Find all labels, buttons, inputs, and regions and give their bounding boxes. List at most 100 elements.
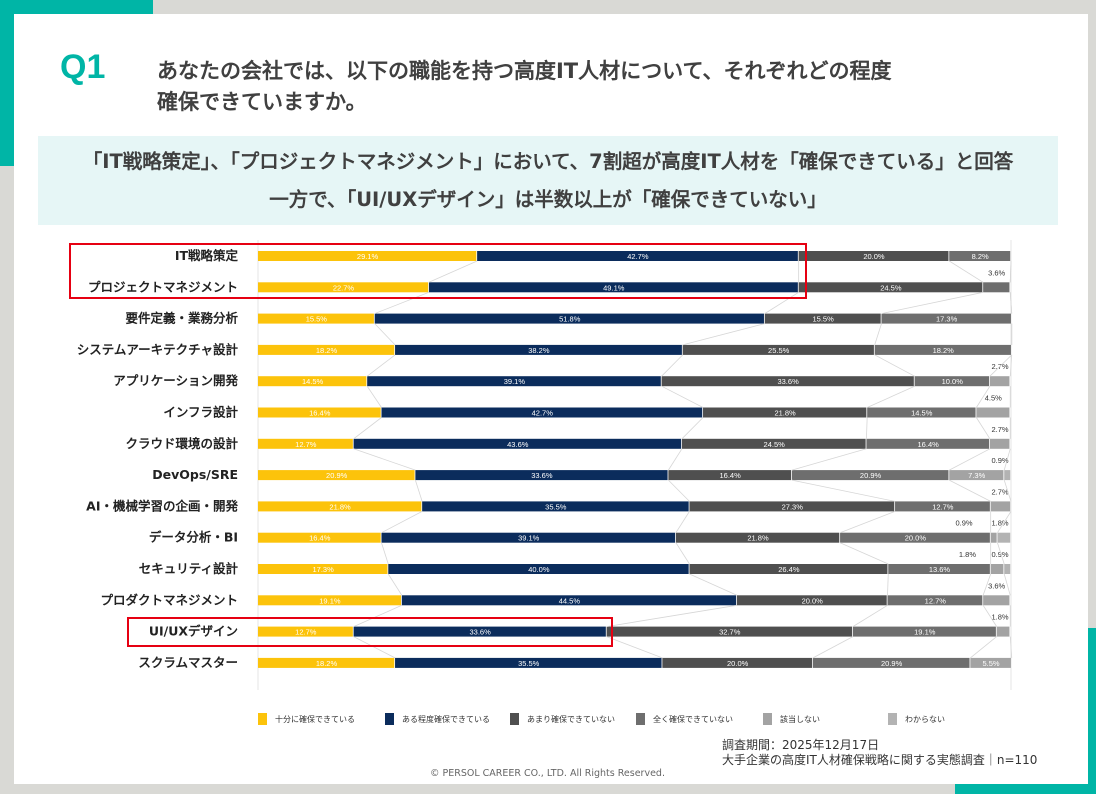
legend-swatch: [258, 713, 267, 725]
bar-segment: [840, 532, 990, 543]
bar-segment: [866, 438, 990, 449]
connector-line: [366, 385, 382, 408]
bar-segment: [970, 657, 1011, 668]
connector-line: [381, 511, 423, 534]
data-label: 0.9%: [956, 519, 973, 528]
bar-segment: [258, 251, 477, 261]
bar-segment: [422, 501, 689, 512]
bar-segment: [258, 532, 381, 543]
bar-segment: [812, 657, 970, 668]
connector-line: [414, 479, 423, 502]
bar-segment: [374, 313, 764, 324]
data-label: 33.6%: [469, 628, 491, 637]
data-label: 12.7%: [925, 596, 947, 605]
legend-label: 全く確保できていない: [653, 714, 733, 724]
bar-segment: [258, 407, 381, 418]
bar-segment: [852, 626, 996, 637]
legend-swatch: [385, 713, 394, 725]
question-title: あなたの会社では、以下の職能を持つ高度IT人材について、それぞれどの程度 確保で…: [157, 56, 1037, 118]
data-label: 21.8%: [329, 502, 351, 511]
bar-segment: [682, 344, 874, 355]
connector-line: [675, 542, 690, 565]
connector-line: [1009, 636, 1013, 658]
category-label: UI/UXデザイン: [149, 624, 238, 639]
bar-segment: [662, 657, 813, 668]
connector-line: [1003, 448, 1011, 471]
legend-item: 全く確保できていない: [636, 713, 733, 725]
connector-line: [982, 605, 998, 627]
data-label: 22.7%: [333, 283, 355, 292]
data-label: 40.0%: [528, 565, 550, 574]
data-label: 49.1%: [603, 283, 625, 292]
data-label: 29.1%: [357, 252, 379, 261]
bar-segment: [874, 344, 1011, 355]
data-label: 32.7%: [719, 628, 741, 637]
data-label: 15.5%: [812, 315, 834, 324]
data-label: 0.9%: [991, 456, 1008, 465]
data-label: 26.4%: [778, 565, 800, 574]
connector-line: [681, 417, 704, 440]
connector-line: [791, 448, 867, 471]
connector-line: [661, 385, 704, 408]
connector-line: [387, 573, 403, 596]
category-label: クラウド環境の設計: [125, 436, 238, 451]
data-label: 39.1%: [518, 534, 540, 543]
connector-line: [976, 385, 991, 408]
bar-segment: [764, 313, 881, 324]
bar-segment: [990, 564, 1004, 574]
category-label: システムアーキテクチャ設計: [77, 342, 239, 357]
data-label: 20.9%: [326, 471, 348, 480]
data-label: 51.8%: [559, 315, 581, 324]
bar-segment: [258, 344, 395, 355]
bar-segment: [258, 595, 402, 606]
connector-line: [353, 604, 402, 627]
legend-label: ある程度確保できている: [402, 714, 490, 724]
bar-segment: [867, 407, 976, 418]
connector-line: [812, 636, 854, 659]
data-label: 39.1%: [504, 377, 526, 386]
connector-line: [606, 604, 737, 627]
legend-item: 該当しない: [763, 713, 820, 725]
question-number: Q1: [60, 48, 106, 86]
data-label: 27.3%: [782, 502, 804, 511]
data-label: 38.2%: [528, 346, 550, 355]
data-label: 12.7%: [932, 502, 954, 511]
bar-segment: [428, 282, 798, 293]
data-label: 12.7%: [295, 628, 317, 637]
data-label: 35.5%: [518, 659, 540, 668]
data-label: 4.5%: [985, 394, 1002, 403]
connector-line: [949, 479, 991, 502]
bar-segment: [791, 470, 949, 481]
connector-line: [668, 479, 690, 502]
data-label: 2.7%: [991, 425, 1008, 434]
data-label: 33.6%: [777, 377, 799, 386]
data-label: 1.8%: [959, 550, 976, 559]
data-label: 13.6%: [929, 565, 951, 574]
bar-segment: [996, 626, 1010, 637]
survey-note: 調査期間：2025年12月17日 大手企業の高度IT人材確保戦略に関する実態調査…: [722, 738, 1037, 768]
data-label: 3.6%: [988, 268, 1005, 277]
bar-segment: [258, 626, 353, 637]
connector-line: [791, 479, 896, 502]
data-label: 1.8%: [991, 519, 1008, 528]
bar-segment: [415, 470, 668, 481]
bar-segment: [983, 595, 1010, 606]
bar-segment: [1004, 470, 1011, 481]
bar-segment: [258, 376, 367, 387]
category-label: スクラムマスター: [138, 655, 238, 670]
bar-segment: [388, 564, 689, 574]
bar-segment: [949, 251, 1011, 261]
connector-line: [949, 448, 991, 471]
data-label: 24.5%: [764, 440, 786, 449]
data-label: 25.5%: [768, 346, 790, 355]
data-label: 24.5%: [880, 283, 902, 292]
bar-segment: [681, 438, 866, 449]
bar-segment: [668, 470, 792, 481]
legend-label: あまり確保できていない: [527, 714, 615, 724]
connector-line: [689, 573, 738, 596]
summary-line-1: 「IT戦略策定」、「プロジェクトマネジメント」において、7割超が高度IT人材を「…: [82, 150, 1014, 173]
bar-segment: [997, 532, 1011, 543]
connector-line: [428, 260, 478, 283]
data-label: 12.7%: [295, 440, 317, 449]
